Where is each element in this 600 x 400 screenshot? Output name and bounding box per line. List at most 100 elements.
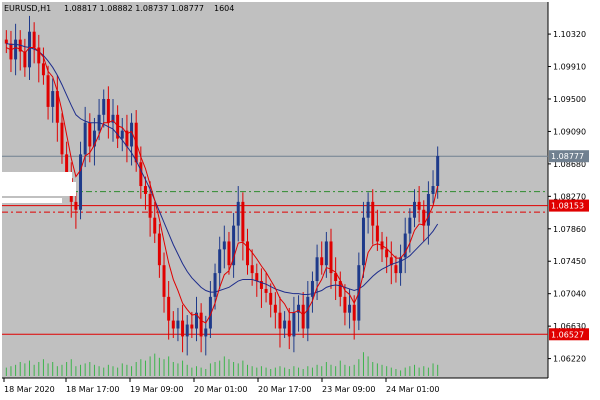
candle-body[interactable] <box>246 241 250 266</box>
candle-body[interactable] <box>236 201 240 226</box>
horizontal-lines[interactable] <box>2 155 548 335</box>
candle-body[interactable] <box>41 63 45 76</box>
candle-body[interactable] <box>227 241 231 266</box>
candle-body[interactable] <box>181 320 185 337</box>
price-tick-label: 1.08680 <box>553 160 586 169</box>
candle-body[interactable] <box>199 312 203 337</box>
candle-body[interactable] <box>190 324 194 329</box>
candle-body[interactable] <box>394 265 398 274</box>
candle-body[interactable] <box>148 193 152 218</box>
candle-body[interactable] <box>28 31 32 68</box>
candle-body[interactable] <box>431 186 435 194</box>
candle-body[interactable] <box>385 249 389 258</box>
candle-body[interactable] <box>259 281 263 289</box>
price-label-box <box>549 328 589 341</box>
candle-body[interactable] <box>143 186 147 194</box>
candle-body[interactable] <box>120 130 124 139</box>
candle-body[interactable] <box>106 98 110 123</box>
price-tick-label: 1.07040 <box>553 290 586 299</box>
candle-body[interactable] <box>283 320 287 329</box>
candle-body[interactable] <box>171 320 175 329</box>
candle-body[interactable] <box>352 304 356 321</box>
candle-body[interactable] <box>55 91 59 123</box>
candle-body[interactable] <box>403 233 407 258</box>
candle-body[interactable] <box>14 39 18 60</box>
candle-body[interactable] <box>250 265 254 274</box>
candle-body[interactable] <box>218 249 222 274</box>
candle-body[interactable] <box>79 154 83 210</box>
candle-body[interactable] <box>269 292 273 305</box>
candle-body[interactable] <box>9 43 13 60</box>
candle-body[interactable] <box>371 201 375 226</box>
candle-body[interactable] <box>375 225 379 242</box>
candle-body[interactable] <box>306 296 310 329</box>
candle-body[interactable] <box>194 312 198 329</box>
candle-body[interactable] <box>315 257 319 282</box>
candle-body[interactable] <box>4 39 8 44</box>
candle-body[interactable] <box>278 312 282 329</box>
candle-body[interactable] <box>287 320 291 337</box>
candle-body[interactable] <box>116 114 120 139</box>
fast-moving-average-line <box>6 46 439 324</box>
candle-body[interactable] <box>102 98 106 115</box>
candle-body[interactable] <box>348 304 352 313</box>
candle-body[interactable] <box>176 320 180 329</box>
candle-body[interactable] <box>185 324 189 337</box>
candle-body[interactable] <box>74 201 78 210</box>
chart-symbol: EURUSD,H1 <box>4 4 51 13</box>
candle-body[interactable] <box>320 257 324 266</box>
candle-body[interactable] <box>389 257 393 266</box>
candle-body[interactable] <box>366 201 370 218</box>
candle-body[interactable] <box>329 241 333 274</box>
candle-body[interactable] <box>264 288 268 293</box>
candle-body[interactable] <box>436 155 440 187</box>
candle-body[interactable] <box>273 304 277 313</box>
candle-body[interactable] <box>213 273 217 297</box>
price-tick-label: 1.09090 <box>553 127 586 136</box>
candle-body[interactable] <box>153 217 157 234</box>
candle-body[interactable] <box>111 114 115 123</box>
candle-body[interactable] <box>130 122 134 147</box>
candle-body[interactable] <box>334 273 338 282</box>
candle-body[interactable] <box>301 304 305 329</box>
candle-body[interactable] <box>204 328 208 337</box>
candle-body[interactable] <box>408 217 412 234</box>
candle-body[interactable] <box>162 265 166 297</box>
price-labels: 1.08777 1.08153 1.06527 <box>549 150 589 341</box>
candle-body[interactable] <box>241 201 245 242</box>
candle-body[interactable] <box>292 312 296 337</box>
candle-body[interactable] <box>417 201 421 210</box>
candle-body[interactable] <box>139 162 143 187</box>
candle-body[interactable] <box>426 193 430 226</box>
candle-body[interactable] <box>83 122 87 155</box>
candle-body[interactable] <box>324 241 328 266</box>
candle-body[interactable] <box>338 281 342 297</box>
candle-body[interactable] <box>88 122 92 147</box>
candle-body[interactable] <box>343 296 347 313</box>
candle-body[interactable] <box>157 233 161 266</box>
candle-body[interactable] <box>51 91 55 107</box>
candle-body[interactable] <box>399 257 403 274</box>
price-tick-label: 1.06220 <box>553 355 586 364</box>
candle-body[interactable] <box>310 281 314 297</box>
candle-body[interactable] <box>208 296 212 329</box>
candle-body[interactable] <box>255 273 259 282</box>
candle-body[interactable] <box>60 122 64 155</box>
candle-body[interactable] <box>125 130 129 147</box>
candle-body[interactable] <box>37 47 41 64</box>
candle-body[interactable] <box>412 201 416 218</box>
candle-body[interactable] <box>361 217 365 266</box>
candle-body[interactable] <box>92 130 96 147</box>
candle-body[interactable] <box>222 241 226 250</box>
candle-body[interactable] <box>46 75 50 107</box>
candle-body[interactable] <box>65 154 69 179</box>
candle-body[interactable] <box>232 225 236 266</box>
candle-body[interactable] <box>167 296 171 321</box>
candle-body[interactable] <box>32 31 36 48</box>
candle-body[interactable] <box>422 209 426 226</box>
candle-body[interactable] <box>23 51 27 68</box>
candle-body[interactable] <box>297 304 301 313</box>
time-axis[interactable] <box>0 378 548 400</box>
